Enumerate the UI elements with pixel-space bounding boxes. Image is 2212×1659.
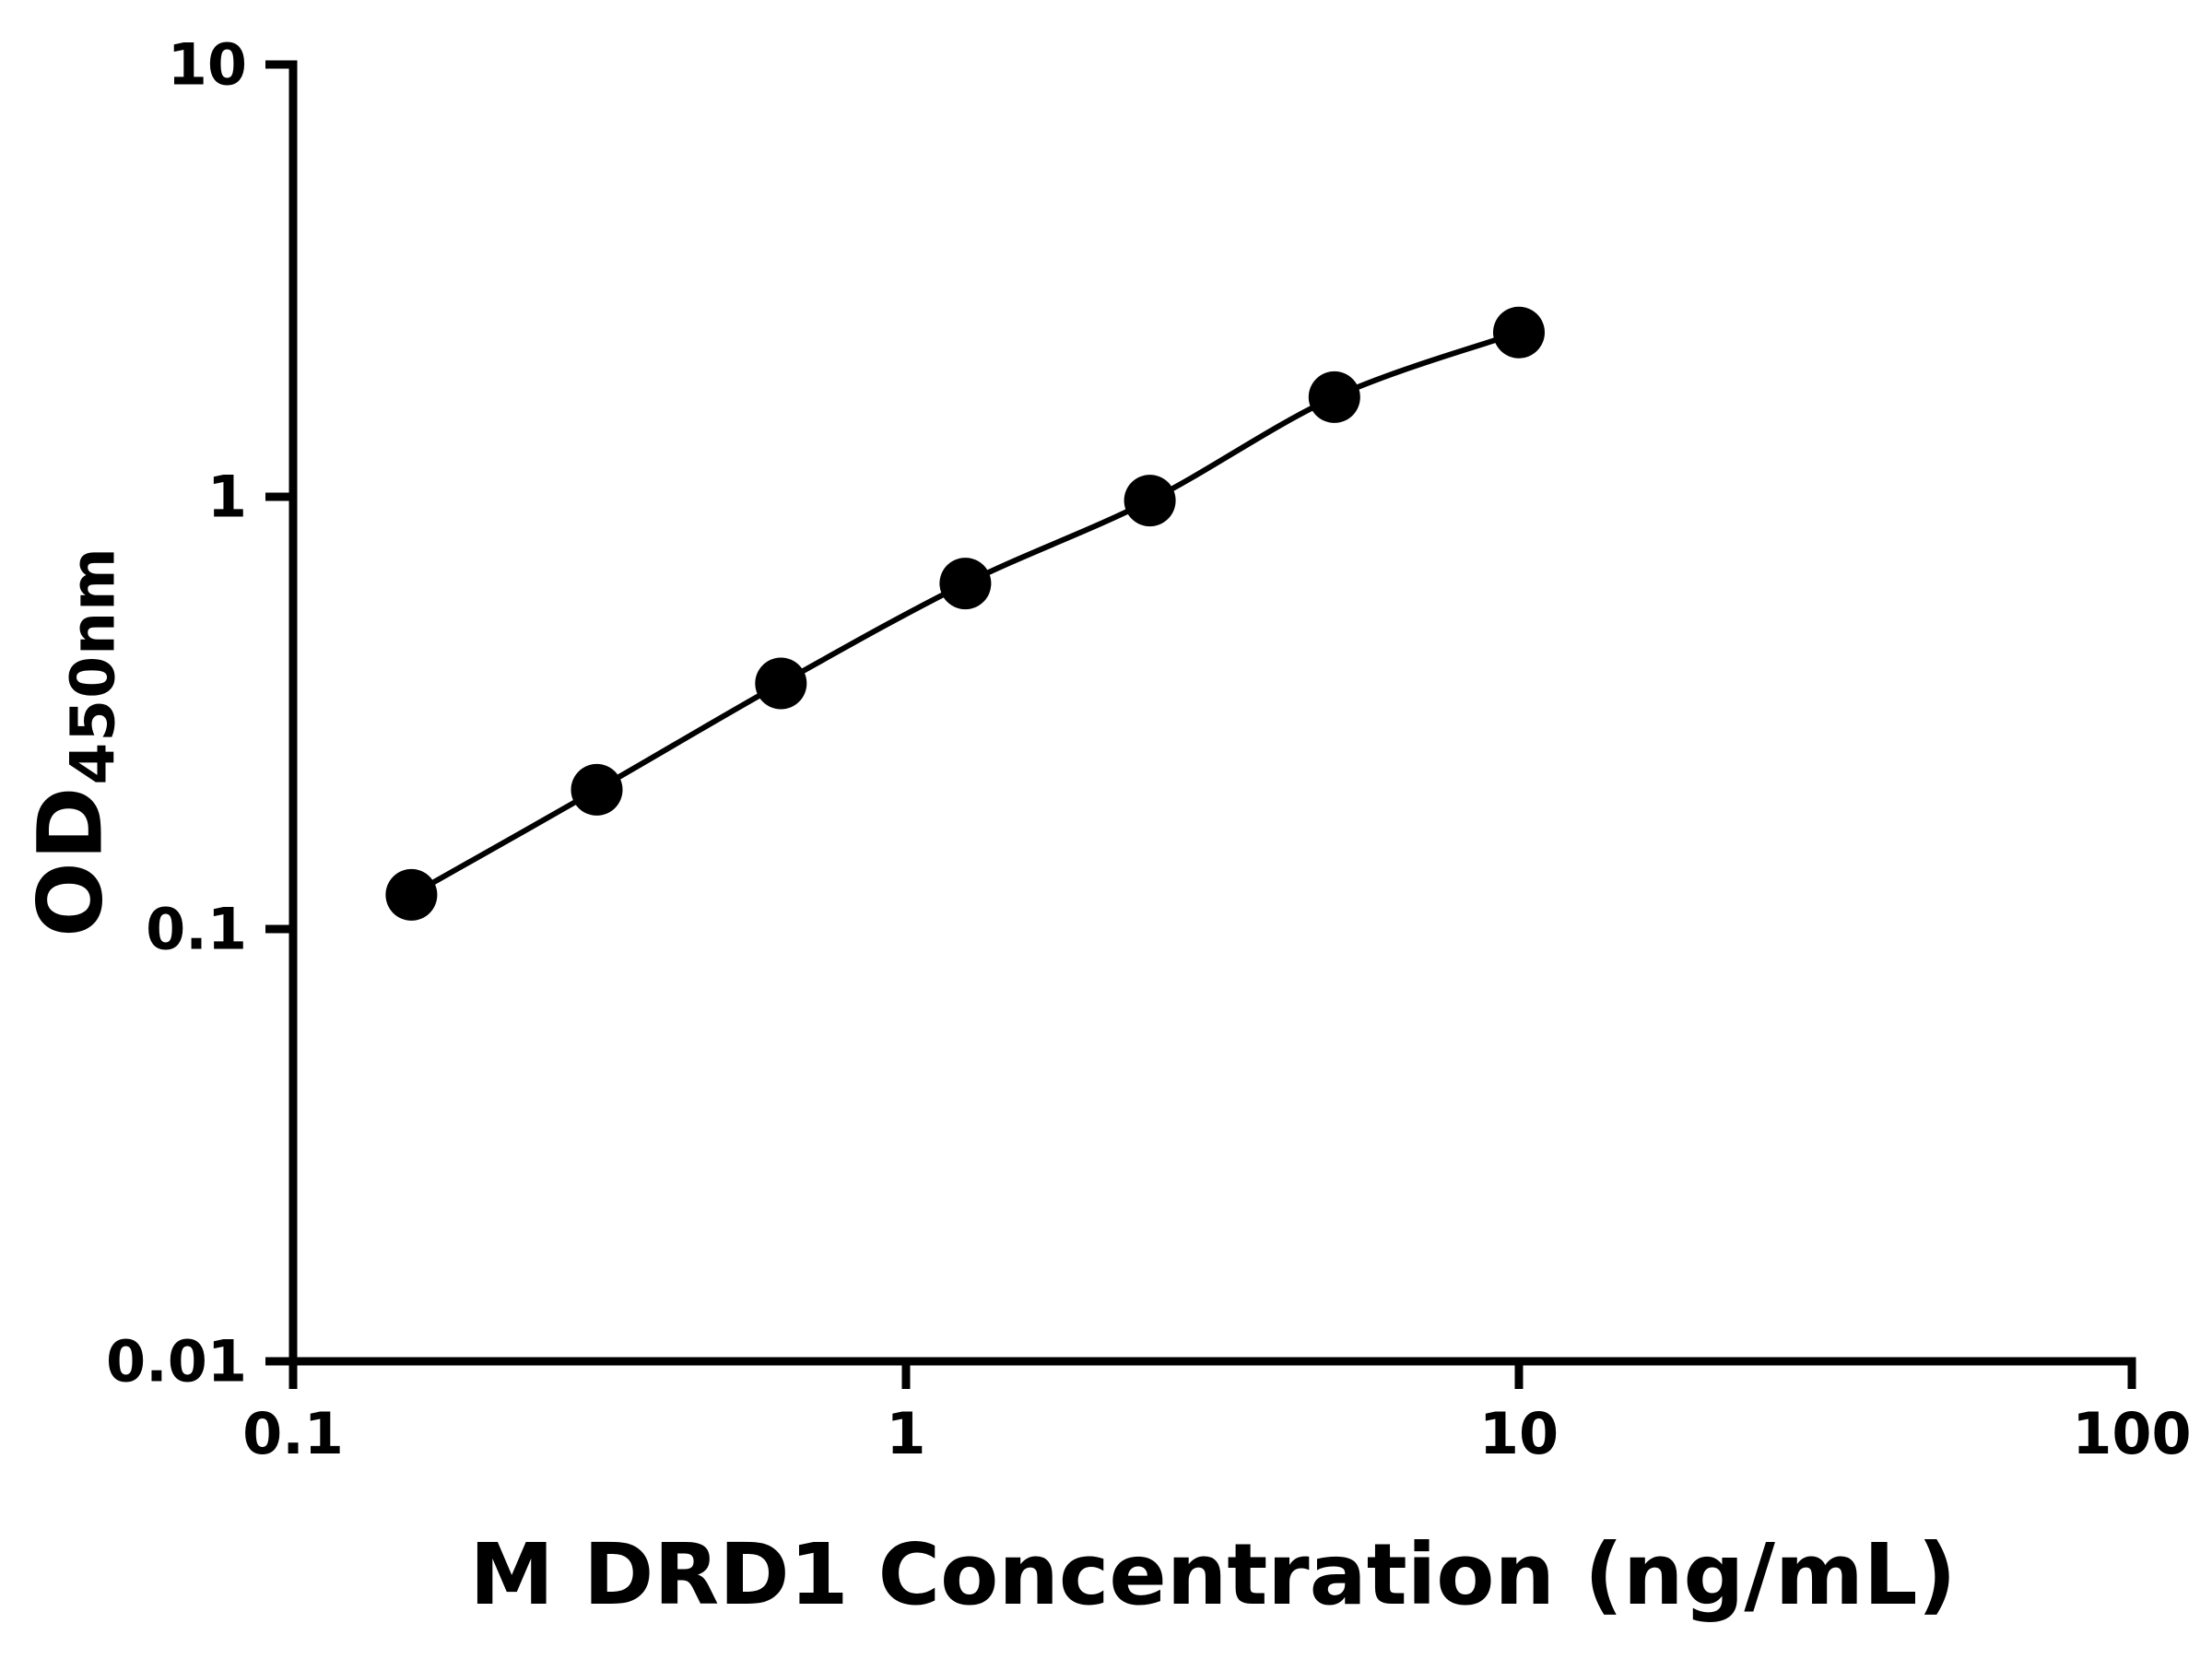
data-point [1493, 306, 1545, 359]
data-point [385, 868, 438, 921]
standard-curve-line [409, 329, 1520, 898]
y-tick-label: 0.1 [146, 896, 247, 963]
data-series [385, 306, 1545, 921]
y-tick-label: 1 [207, 464, 247, 531]
data-point [1308, 371, 1360, 423]
x-tick-label: 1 [886, 1400, 925, 1467]
data-point [939, 558, 992, 610]
data-point [1124, 475, 1176, 527]
x-tick-label: 10 [1479, 1400, 1559, 1467]
axis-ticks [265, 60, 2136, 1389]
y-axis-label-subscript: 450nm [57, 547, 129, 785]
x-axis-label: M DRD1 Concentration (ng/mL) [469, 1525, 1957, 1624]
axis-lines [288, 60, 2136, 1366]
y-tick-label: 10 [168, 31, 247, 99]
y-axis-label-main: OD [18, 784, 123, 937]
y-axis-label: OD450nm [19, 547, 129, 937]
x-tick-label: 100 [2072, 1400, 2191, 1467]
data-point [755, 657, 807, 710]
x-tick-label: 0.1 [242, 1400, 344, 1467]
data-point [571, 763, 623, 816]
y-tick-label: 0.01 [106, 1328, 247, 1395]
axes [288, 60, 2136, 1366]
